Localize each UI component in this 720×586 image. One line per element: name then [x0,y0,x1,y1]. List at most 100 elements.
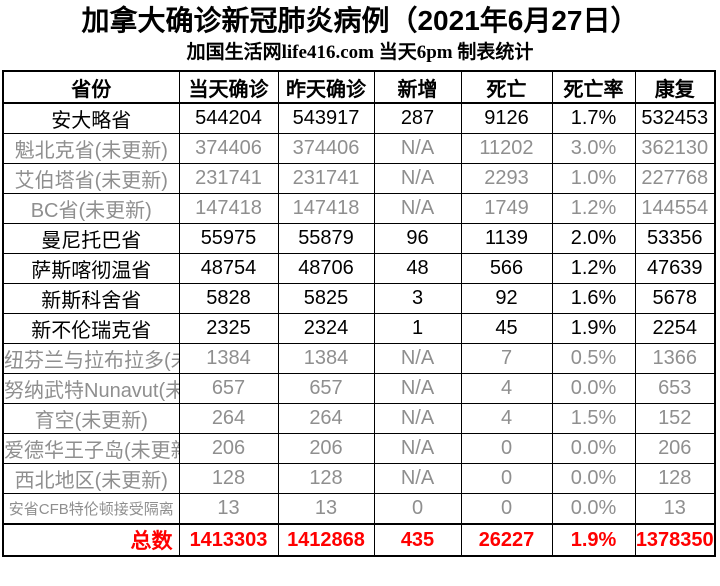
deaths-cell: 4 [460,403,553,434]
yesterday-confirmed-cell: 147418 [277,193,375,224]
death-rate-cell: 1.6% [551,283,636,314]
col-header-new-cases: 新增 [373,70,462,104]
recovered-cell: 206 [634,433,716,464]
new-cases-cell: N/A [373,343,462,374]
province-cell: 萨斯喀彻温省 [2,253,180,284]
death-rate-cell: 0.5% [551,343,636,374]
col-header-province: 省份 [2,70,180,104]
col-header-yesterday-confirmed: 昨天确诊 [277,70,375,104]
total-label: 总数 [2,523,180,557]
death-rate-cell: 3.0% [551,133,636,164]
yesterday-confirmed-cell: 128 [277,463,375,494]
new-cases-cell: 48 [373,253,462,284]
province-cell: 爱德华王子岛(未更新) [2,433,180,464]
new-cases-cell: 1 [373,313,462,344]
deaths-cell: 2293 [460,163,553,194]
yesterday-confirmed-cell: 5825 [277,283,375,314]
table-row: 萨斯喀彻温省 48754 48706 48 566 1.2% 47639 [2,253,716,284]
yesterday-confirmed-cell: 55879 [277,223,375,254]
province-cell: 努纳武特Nunavut(未更新) [2,373,180,404]
table-row: BC省(未更新) 147418 147418 N/A 1749 1.2% 144… [2,193,716,224]
new-cases-cell: 0 [373,493,462,525]
new-cases-cell: N/A [373,373,462,404]
recovered-cell: 128 [634,463,716,494]
death-rate-cell: 1.5% [551,403,636,434]
deaths-cell: 7 [460,343,553,374]
table-row: 努纳武特Nunavut(未更新) 657 657 N/A 4 0.0% 653 [2,373,716,404]
total-recovered-cell: 1378350 [634,523,716,557]
total-deaths-cell: 26227 [460,523,553,557]
yesterday-confirmed-cell: 2324 [277,313,375,344]
yesterday-confirmed-cell: 657 [277,373,375,404]
recovered-cell: 227768 [634,163,716,194]
table-row: 魁北克省(未更新) 374406 374406 N/A 11202 3.0% 3… [2,133,716,164]
page: 加拿大确诊新冠肺炎病例（2021年6月27日） 加国生活网life416.com… [0,5,720,557]
province-cell: 新斯科舍省 [2,283,180,314]
total-row: 总数 1413303 1412868 435 26227 1.9% 137835… [2,523,716,557]
col-header-today-confirmed: 当天确诊 [178,70,279,104]
new-cases-cell: 287 [373,102,462,134]
province-cell: 安省CFB特伦顿接受隔离 [2,493,180,525]
deaths-cell: 92 [460,283,553,314]
yesterday-confirmed-cell: 374406 [277,133,375,164]
today-confirmed-cell: 1384 [178,343,279,374]
deaths-cell: 1749 [460,193,553,224]
today-confirmed-cell: 206 [178,433,279,464]
new-cases-cell: 3 [373,283,462,314]
table-row: 爱德华王子岛(未更新) 206 206 N/A 0 0.0% 206 [2,433,716,464]
today-confirmed-cell: 13 [178,493,279,525]
deaths-cell: 45 [460,313,553,344]
province-cell: 艾伯塔省(未更新) [2,163,180,194]
today-confirmed-cell: 264 [178,403,279,434]
today-confirmed-cell: 544204 [178,102,279,134]
table-header-row: 省份 当天确诊 昨天确诊 新增 死亡 死亡率 康复 [2,70,716,104]
recovered-cell: 152 [634,403,716,434]
death-rate-cell: 1.2% [551,193,636,224]
recovered-cell: 362130 [634,133,716,164]
yesterday-confirmed-cell: 543917 [277,102,375,134]
table-row: 安大略省 544204 543917 287 9126 1.7% 532453 [2,102,716,134]
table-row: 育空(未更新) 264 264 N/A 4 1.5% 152 [2,403,716,434]
recovered-cell: 1366 [634,343,716,374]
province-cell: BC省(未更新) [2,193,180,224]
total-new-cell: 435 [373,523,462,557]
death-rate-cell: 2.0% [551,223,636,254]
province-cell: 育空(未更新) [2,403,180,434]
table-row: 新不伦瑞克省 2325 2324 1 45 1.9% 2254 [2,313,716,344]
death-rate-cell: 0.0% [551,493,636,525]
yesterday-confirmed-cell: 264 [277,403,375,434]
province-cell: 西北地区(未更新) [2,463,180,494]
new-cases-cell: N/A [373,433,462,464]
recovered-cell: 47639 [634,253,716,284]
recovered-cell: 144554 [634,193,716,224]
today-confirmed-cell: 657 [178,373,279,404]
death-rate-cell: 1.9% [551,313,636,344]
today-confirmed-cell: 48754 [178,253,279,284]
today-confirmed-cell: 128 [178,463,279,494]
recovered-cell: 53356 [634,223,716,254]
death-rate-cell: 1.0% [551,163,636,194]
table-row: 艾伯塔省(未更新) 231741 231741 N/A 2293 1.0% 22… [2,163,716,194]
total-today-cell: 1413303 [178,523,279,557]
deaths-cell: 1139 [460,223,553,254]
province-cell: 安大略省 [2,102,180,134]
deaths-cell: 9126 [460,102,553,134]
deaths-cell: 0 [460,433,553,464]
table-row: 新斯科舍省 5828 5825 3 92 1.6% 5678 [2,283,716,314]
deaths-cell: 0 [460,493,553,525]
recovered-cell: 2254 [634,313,716,344]
total-yesterday-cell: 1412868 [277,523,375,557]
today-confirmed-cell: 147418 [178,193,279,224]
deaths-cell: 566 [460,253,553,284]
total-death-rate-cell: 1.9% [551,523,636,557]
death-rate-cell: 0.0% [551,463,636,494]
yesterday-confirmed-cell: 1384 [277,343,375,374]
col-header-recovered: 康复 [634,70,716,104]
today-confirmed-cell: 231741 [178,163,279,194]
deaths-cell: 11202 [460,133,553,164]
today-confirmed-cell: 5828 [178,283,279,314]
new-cases-cell: 96 [373,223,462,254]
death-rate-cell: 0.0% [551,433,636,464]
new-cases-cell: N/A [373,163,462,194]
deaths-cell: 4 [460,373,553,404]
